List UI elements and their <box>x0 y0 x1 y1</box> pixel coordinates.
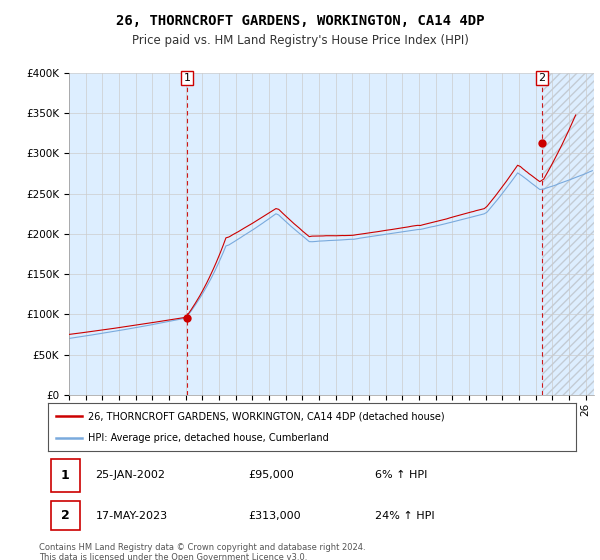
Text: 2: 2 <box>61 509 70 522</box>
Text: 17-MAY-2023: 17-MAY-2023 <box>95 511 167 521</box>
Text: HPI: Average price, detached house, Cumberland: HPI: Average price, detached house, Cumb… <box>88 433 328 443</box>
Text: 26, THORNCROFT GARDENS, WORKINGTON, CA14 4DP: 26, THORNCROFT GARDENS, WORKINGTON, CA14… <box>116 14 484 28</box>
Text: 2: 2 <box>538 73 545 83</box>
Text: 26, THORNCROFT GARDENS, WORKINGTON, CA14 4DP (detached house): 26, THORNCROFT GARDENS, WORKINGTON, CA14… <box>88 411 444 421</box>
Text: 6% ↑ HPI: 6% ↑ HPI <box>376 470 428 480</box>
Bar <box>542 73 594 395</box>
Text: Contains HM Land Registry data © Crown copyright and database right 2024.: Contains HM Land Registry data © Crown c… <box>39 543 365 552</box>
Text: £313,000: £313,000 <box>248 511 301 521</box>
Text: Price paid vs. HM Land Registry's House Price Index (HPI): Price paid vs. HM Land Registry's House … <box>131 34 469 46</box>
Text: This data is licensed under the Open Government Licence v3.0.: This data is licensed under the Open Gov… <box>39 553 307 560</box>
Text: 24% ↑ HPI: 24% ↑ HPI <box>376 511 435 521</box>
FancyBboxPatch shape <box>50 459 80 492</box>
Text: £95,000: £95,000 <box>248 470 295 480</box>
FancyBboxPatch shape <box>50 501 80 530</box>
Bar <box>542 73 594 395</box>
Text: 1: 1 <box>184 73 190 83</box>
Text: 1: 1 <box>61 469 70 482</box>
Text: 25-JAN-2002: 25-JAN-2002 <box>95 470 166 480</box>
